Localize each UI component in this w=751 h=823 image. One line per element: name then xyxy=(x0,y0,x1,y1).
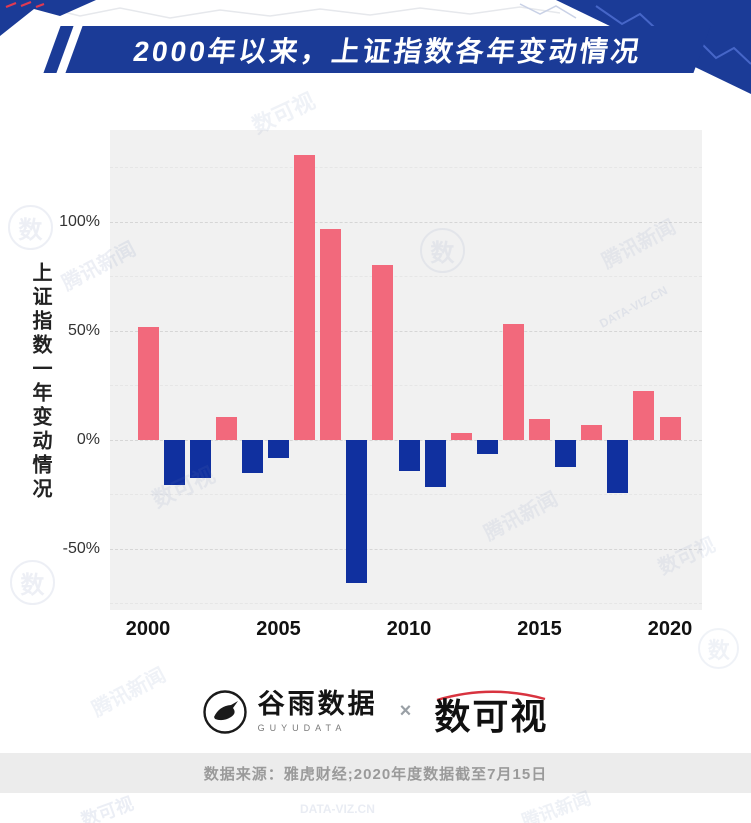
bar-2020 xyxy=(659,416,681,440)
grid-line-major xyxy=(110,330,702,332)
bar-2002 xyxy=(189,439,211,478)
bar-2003 xyxy=(215,417,237,440)
bar-2014 xyxy=(502,324,524,440)
footer-logos: 谷雨数据 GUYUDATA × 数可视 xyxy=(0,688,751,735)
x-tick-label-2000: 2000 xyxy=(125,618,171,640)
shukeshi-logo-name: 数可视 xyxy=(434,696,549,737)
bar-2006 xyxy=(294,155,316,440)
bar-2005 xyxy=(268,439,289,458)
bar-2004 xyxy=(241,439,263,474)
bar-2016 xyxy=(555,439,577,467)
bar-2007 xyxy=(320,228,342,440)
shukeshi-logo: 数可视 xyxy=(433,688,549,735)
y-axis-title: 上证指数一年变动情况 xyxy=(29,262,51,502)
grid-line-minor xyxy=(110,494,702,496)
top-right-faint-line-decoration xyxy=(519,3,577,19)
x-tick-label-2015: 2015 xyxy=(517,618,562,640)
y-tick-label--50: -50% xyxy=(62,539,100,557)
y-tick-label-50: 50% xyxy=(67,321,100,339)
source-note: 数据来源：雅虎财经;2020年度数据截至7月15日 xyxy=(0,753,751,793)
faint-stockline-decoration xyxy=(0,5,561,19)
bar-2000 xyxy=(137,327,159,440)
bar-2013 xyxy=(476,439,498,455)
x-tick-label-2005: 2005 xyxy=(256,618,301,640)
guyu-logo-name: 谷雨数据 xyxy=(257,689,378,720)
grid-line-minor xyxy=(110,603,702,605)
bar-2010 xyxy=(398,439,420,471)
bar-2009 xyxy=(372,265,394,440)
x-tick-label-2020: 2020 xyxy=(647,618,693,640)
shukeshi-red-accent-icon xyxy=(437,690,546,702)
guyu-logo-text-block: 谷雨数据 GUYUDATA xyxy=(257,689,378,733)
y-tick-label-100: 100% xyxy=(59,212,100,230)
top-left-red-ticks-decoration xyxy=(5,0,45,9)
grid-line-minor xyxy=(110,167,702,169)
grid-line-minor xyxy=(110,276,702,278)
bar-2011 xyxy=(424,439,446,488)
logo-separator: × xyxy=(399,700,412,722)
grid-line-minor xyxy=(110,385,702,387)
watermark: 数可视 xyxy=(78,793,137,823)
bar-2001 xyxy=(163,439,185,485)
guyu-bird-icon xyxy=(202,689,247,734)
bar-2018 xyxy=(607,439,629,494)
grid-line-major xyxy=(110,548,702,550)
watermark: 数 xyxy=(10,560,55,605)
bar-2019 xyxy=(633,391,655,440)
bar-2012 xyxy=(450,432,472,440)
grid-line-major xyxy=(110,221,702,223)
watermark: DATA-VIZ.CN xyxy=(300,802,375,816)
bar-2017 xyxy=(581,425,603,440)
page-title: 2000年以来，上证指数各年变动情况 xyxy=(131,35,645,67)
guyu-logo-subtext: GUYUDATA xyxy=(257,722,347,733)
x-tick-label-2010: 2010 xyxy=(386,618,432,640)
y-tick-label-0: 0% xyxy=(76,430,100,448)
plot-area xyxy=(110,130,702,610)
bar-2015 xyxy=(529,419,550,440)
bar-2008 xyxy=(346,439,368,583)
guyu-logo: 谷雨数据 GUYUDATA xyxy=(202,689,378,735)
